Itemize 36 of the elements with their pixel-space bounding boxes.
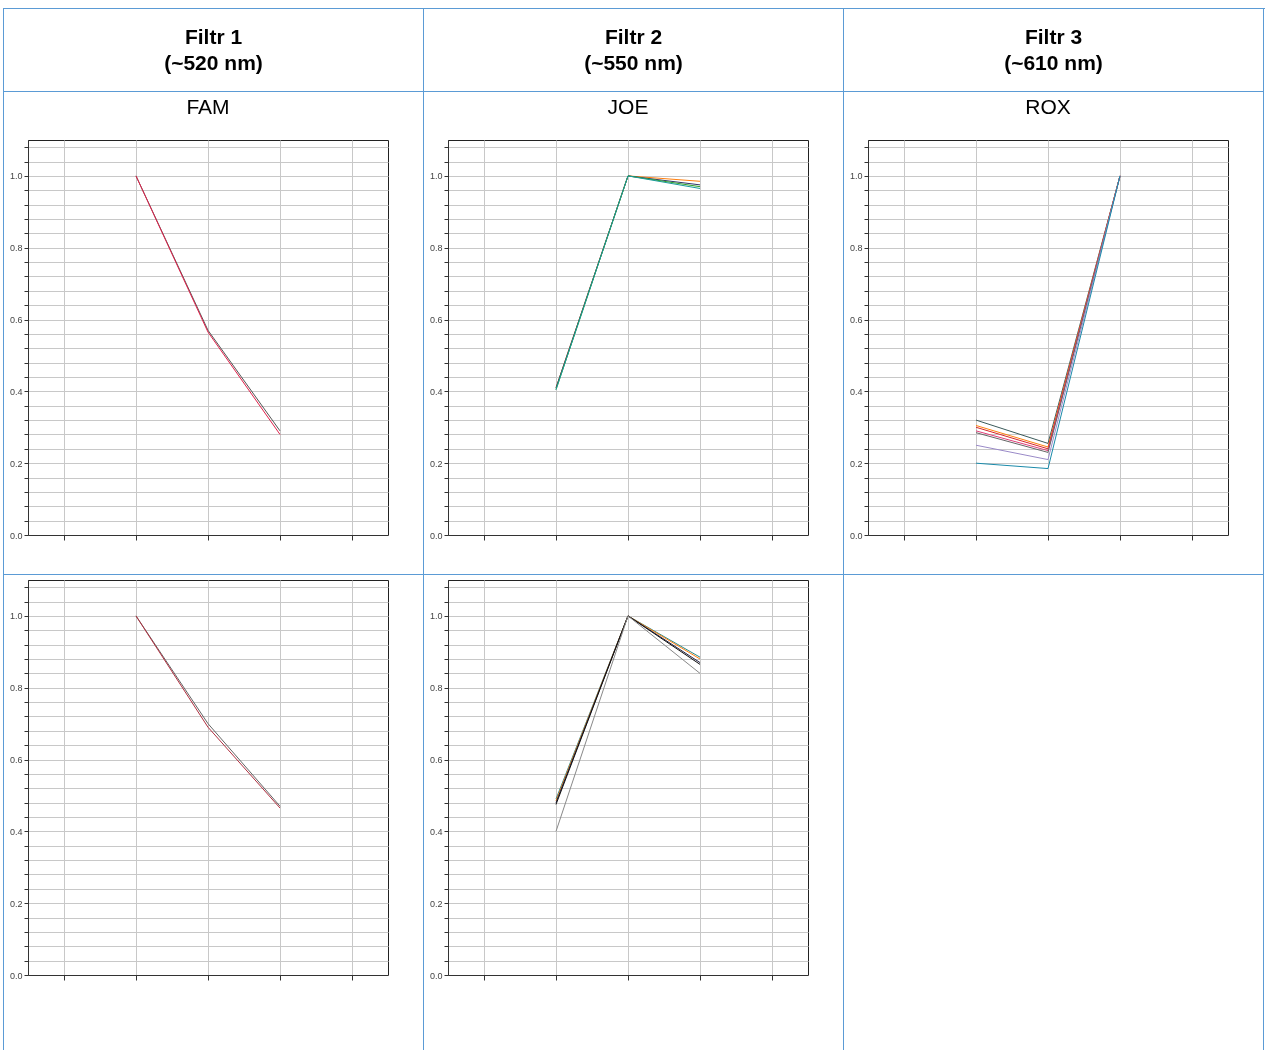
chart-subtitle: ROX: [1025, 95, 1071, 118]
y-tick-label: 0.2: [429, 898, 443, 909]
y-tick-label: 0.4: [429, 386, 443, 397]
chart-title: Filtr 3 (~610 nm): [844, 9, 1264, 92]
y-tick-label: 0.4: [429, 826, 443, 837]
y-tick-label: 0.4: [9, 386, 23, 397]
y-tick-label: 0.0: [9, 530, 23, 541]
y-tick-label: 1.0: [849, 171, 863, 182]
chart-subtitle: FAM: [186, 95, 230, 118]
y-tick-label: 0.8: [849, 243, 863, 254]
y-tick-label: 0.6: [429, 315, 443, 326]
y-tick-label: 0.6: [9, 755, 23, 766]
y-tick-label: 0.2: [9, 898, 23, 909]
y-tick-label: 1.0: [429, 611, 443, 622]
y-tick-label: 0.4: [9, 826, 23, 837]
y-tick-label: 1.0: [429, 171, 443, 182]
y-tick-label: 0.2: [9, 458, 23, 469]
y-tick-label: 0.0: [429, 970, 443, 981]
y-tick-label: 0.0: [849, 530, 863, 541]
y-tick-label: 0.0: [9, 970, 23, 981]
chart-title: Filtr 1 (~520 nm): [4, 9, 424, 92]
y-tick-label: 0.6: [9, 315, 23, 326]
y-tick-label: 0.0: [429, 530, 443, 541]
y-tick-label: 0.2: [849, 458, 863, 469]
y-tick-label: 0.6: [429, 755, 443, 766]
y-tick-label: 0.8: [9, 683, 23, 694]
y-tick-label: 0.8: [429, 683, 443, 694]
y-tick-label: 0.2: [429, 458, 443, 469]
chart-subtitle: JOE: [607, 95, 649, 118]
y-tick-label: 1.0: [9, 611, 23, 622]
y-tick-label: 0.8: [9, 243, 23, 254]
y-tick-label: 0.8: [429, 243, 443, 254]
y-tick-label: 0.4: [849, 386, 863, 397]
y-tick-label: 1.0: [9, 171, 23, 182]
y-tick-label: 0.6: [849, 315, 863, 326]
chart-title: Filtr 2 (~550 nm): [424, 9, 844, 92]
